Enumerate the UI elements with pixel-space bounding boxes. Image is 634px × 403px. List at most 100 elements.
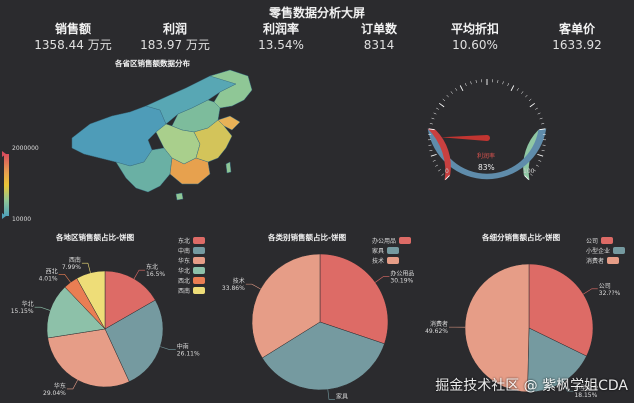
pie-label-pct: 26.11%: [177, 351, 200, 358]
gauge-min-label: 0: [445, 168, 449, 175]
pie2-legend[interactable]: 办公用品 家具 技术: [372, 236, 422, 271]
kpi-value: 1358.44 万元: [34, 38, 112, 52]
pie-label-line: [66, 379, 78, 390]
gauge-tick: [529, 102, 535, 108]
kpi-avg-order-value: 客单价 1633.92: [522, 21, 632, 53]
gauge-tick: [535, 164, 539, 167]
pie-slice[interactable]: [527, 327, 587, 393]
watermark: 掘金技术社区 @ 紫枫学姐CDA: [435, 378, 628, 394]
pie-label-name: 技术: [233, 277, 245, 285]
legend-item[interactable]: 公司: [586, 236, 614, 245]
legend-label: 办公用品: [372, 238, 397, 245]
gauge-bands: [427, 128, 547, 181]
page-title: 零售数据分析大屏: [268, 6, 365, 20]
gauge-needle: [441, 135, 488, 141]
kpi-sales: 销售额 1358.44 万元: [18, 21, 128, 53]
legend-item[interactable]: 华北: [178, 266, 206, 275]
gauge-tick: [528, 98, 532, 102]
gauge-tick: [537, 112, 541, 115]
visual-map-handle-bottom[interactable]: [2, 213, 6, 219]
gauge-tick: [459, 85, 464, 91]
pie-slice[interactable]: [528, 263, 594, 357]
visual-map[interactable]: 2000000 10000: [2, 144, 62, 224]
gauge-tick: [442, 98, 446, 102]
pie-label-name: 公司: [599, 283, 611, 290]
legend-item[interactable]: 东北: [178, 236, 206, 245]
china-map[interactable]: [60, 66, 260, 226]
pie-slice[interactable]: [319, 253, 389, 345]
pie-label-line: [583, 288, 598, 295]
gauge-tick: [541, 123, 545, 125]
pie-label-line: [245, 283, 261, 290]
legend-label: 中南: [178, 248, 191, 255]
legend-item[interactable]: 华东: [178, 256, 206, 265]
pie-label-line: [58, 273, 71, 283]
pie-label-name: 西北: [46, 267, 58, 275]
legend-label: 西南: [178, 288, 191, 295]
legend-swatch: [193, 287, 206, 294]
kpi-label: 利润率: [262, 22, 299, 36]
pie-region[interactable]: 东北16.5%中南26.11%华东29.04%华北15.15%西北4.01%西南…: [0, 236, 215, 401]
gauge-tick: [436, 107, 439, 110]
gauge-tick: [475, 79, 477, 84]
gauge-tick: [516, 88, 519, 91]
pie-slice[interactable]: [76, 270, 106, 330]
legend-item[interactable]: 中南: [178, 246, 206, 255]
pie-label-pct: 35.95%: [336, 400, 359, 401]
legend-swatch: [387, 247, 400, 254]
pie-slice[interactable]: [464, 263, 530, 393]
legend-item[interactable]: 家具: [372, 246, 400, 255]
gauge-tick: [525, 94, 528, 98]
map-northeast-region[interactable]: [209, 69, 253, 109]
pie1-legend[interactable]: 东北 中南 华东 华北 西北 西南: [178, 236, 218, 306]
gauge-tick: [429, 123, 433, 125]
gauge-tick: [529, 173, 533, 176]
gauge-tick: [497, 79, 499, 84]
legend-label: 技术: [372, 258, 385, 265]
map-title: 各省区销售额数据分布: [115, 59, 190, 68]
map-taiwan[interactable]: [225, 161, 232, 174]
pie-slice[interactable]: [46, 286, 106, 339]
kpi-label: 平均折扣: [450, 22, 499, 36]
gauge-tick: [450, 91, 453, 94]
map-hainan[interactable]: [175, 192, 184, 201]
legend-swatch: [193, 247, 206, 254]
pie2-title: 各类别销售额占比-饼图: [268, 233, 347, 242]
gauge-tick: [446, 94, 449, 98]
pie-label-name: 消费者: [430, 320, 448, 328]
kpi-orders: 订单数 8314: [324, 21, 434, 53]
legend-swatch: [193, 267, 206, 274]
map-northwest-region[interactable]: [71, 105, 167, 167]
gauge-tick: [502, 81, 504, 85]
legend-item[interactable]: 小型企业: [586, 246, 626, 255]
map-guangdong[interactable]: [169, 157, 211, 185]
map-shandong[interactable]: [217, 115, 241, 131]
pie-slice[interactable]: [47, 328, 130, 388]
legend-item[interactable]: 消费者: [586, 256, 620, 265]
pie-label-name: 家具: [336, 392, 348, 400]
map-east-region[interactable]: [193, 119, 233, 163]
gauge-tick: [433, 112, 437, 115]
kpi-profit-rate: 利润率 13.54%: [226, 21, 336, 53]
profit-rate-gauge[interactable]: 0 100 利润率 83%: [415, 66, 560, 194]
gauge-tick: [535, 107, 538, 110]
legend-label: 华东: [178, 258, 191, 265]
pie3-legend[interactable]: 公司 小型企业 消费者: [586, 236, 632, 271]
gauge-tick: [470, 81, 472, 85]
legend-item[interactable]: 西南: [178, 286, 206, 295]
gauge-tick: [524, 175, 530, 181]
legend-item[interactable]: 办公用品: [372, 236, 412, 245]
kpi-value: 13.54%: [258, 38, 304, 52]
pie-label-name: 中南: [177, 343, 189, 351]
pie-label-line: [81, 262, 91, 273]
pie1-title: 各地区销售额占比-饼图: [56, 233, 135, 242]
legend-swatch: [399, 237, 412, 244]
legend-item[interactable]: 西北: [178, 276, 206, 285]
legend-item[interactable]: 技术: [372, 256, 400, 265]
gauge-tick: [435, 164, 439, 167]
pie-label-name: 办公用品: [390, 270, 414, 278]
legend-swatch: [193, 257, 206, 264]
kpi-value: 1633.92: [552, 38, 602, 52]
